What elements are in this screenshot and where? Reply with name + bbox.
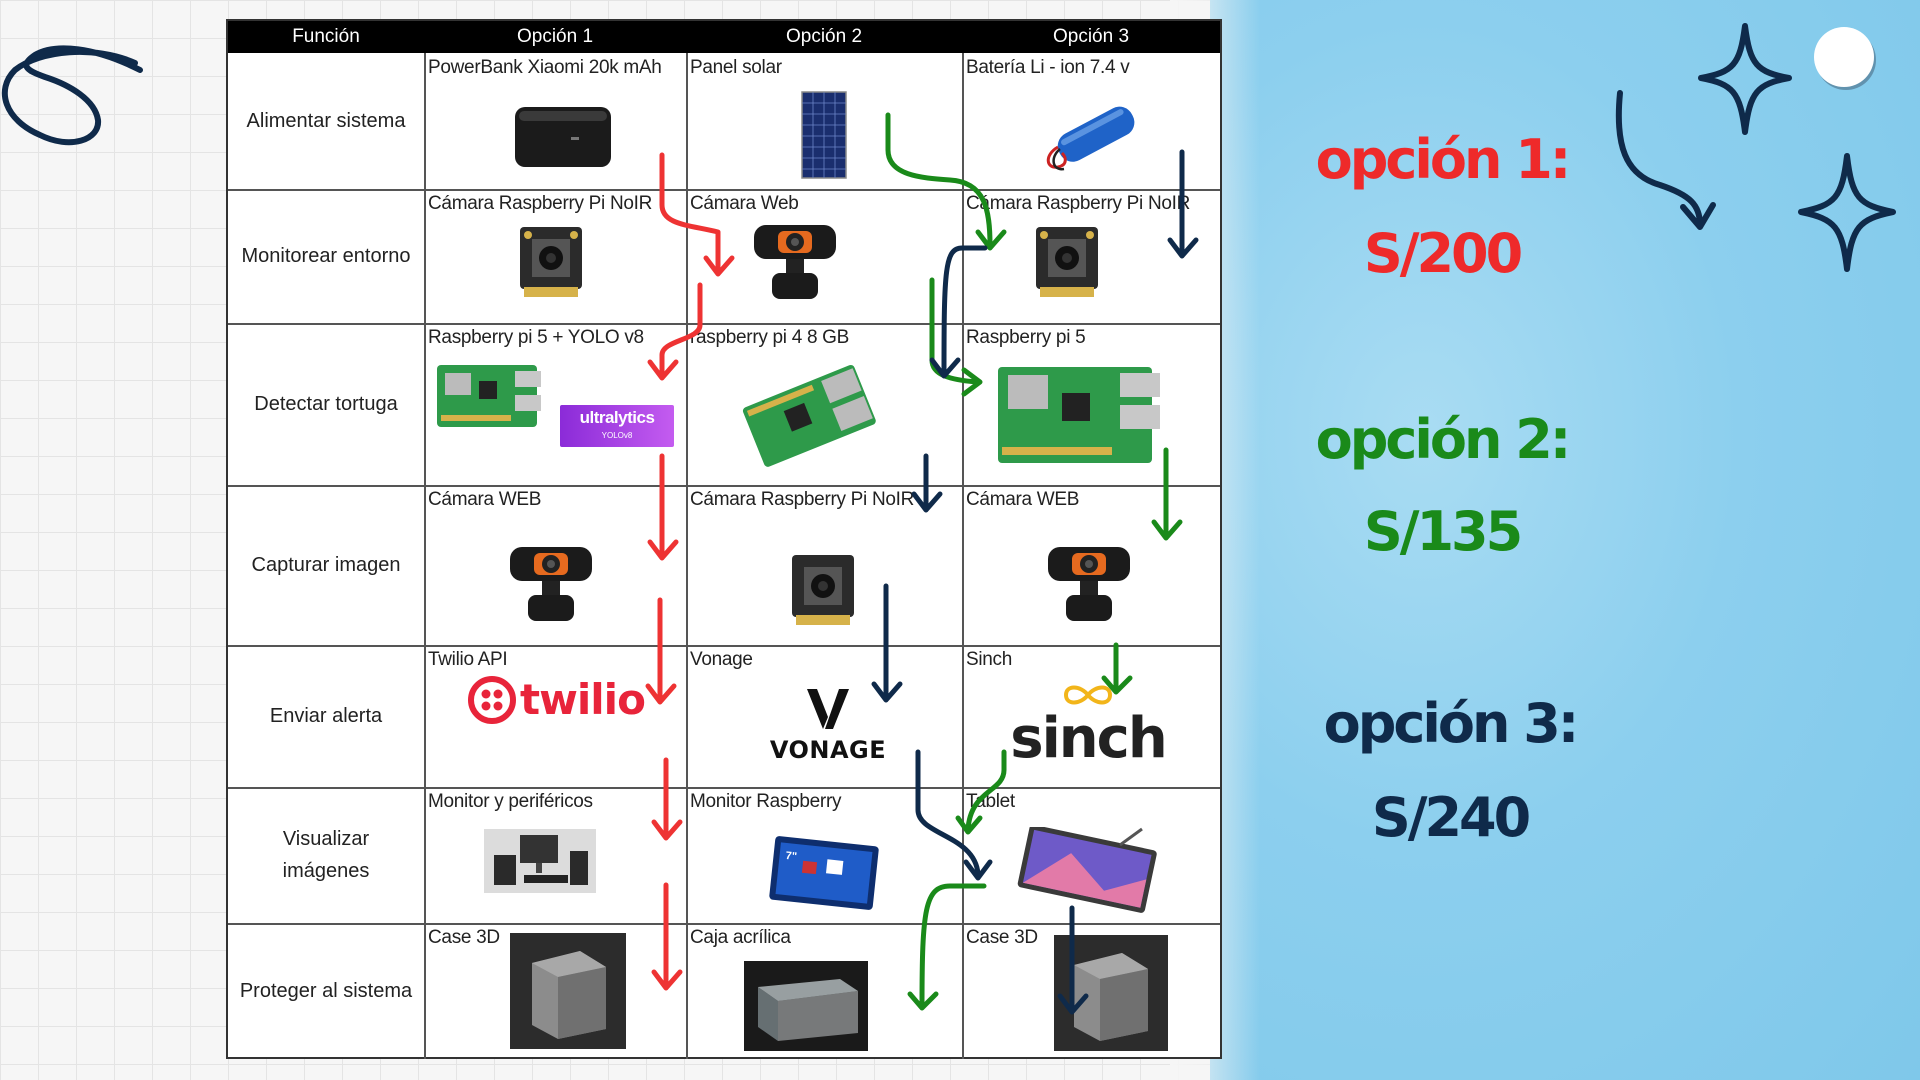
ultralytics-logo-subtext: YOLOv8 xyxy=(601,431,633,440)
cell-label: Case 3D xyxy=(966,927,1038,948)
raspberry-noir-camera-image xyxy=(1036,227,1098,297)
function-label: Visualizar imágenes xyxy=(282,828,370,882)
option-1-label: opción 1: xyxy=(1315,128,1572,191)
cell-label: Cámara Raspberry Pi NoIR xyxy=(428,193,653,214)
cell-label: Raspberry pi 5 + YOLO v8 xyxy=(428,327,644,348)
cell-label: Caja acrílica xyxy=(690,927,791,948)
cell-label: Cámara Raspberry Pi NoIR xyxy=(690,489,915,510)
sparkle-star-icon xyxy=(1798,153,1896,272)
3d-case-image xyxy=(1054,935,1168,1051)
comparison-table: Función Opción 1 Opción 2 Opción 3 Alime… xyxy=(226,19,1222,1059)
table-header: Función Opción 1 Opción 2 Opción 3 xyxy=(228,21,1220,53)
cell-label: Tablet xyxy=(966,791,1015,812)
curved-arrow-icon xyxy=(1615,90,1716,230)
selection-arrows-overlay xyxy=(645,112,1199,1015)
cell-label: Raspberry pi 5 xyxy=(966,327,1086,348)
column-divider xyxy=(424,53,426,1059)
raspberry-pi-5-image xyxy=(437,365,541,427)
svg-text:7": 7" xyxy=(785,850,798,863)
sinch-logo: sinch xyxy=(998,681,1178,771)
vonage-logo-text: VONAGE xyxy=(769,736,887,764)
row-divider xyxy=(228,485,1220,487)
header-opcion-2: Opción 2 xyxy=(785,26,863,47)
cell-label: Cámara Web xyxy=(690,193,799,214)
function-label: Enviar alerta xyxy=(269,705,383,727)
sinch-logo-text: sinch xyxy=(1010,706,1167,771)
acrylic-box-image xyxy=(744,961,868,1051)
header-opcion-3: Opción 3 xyxy=(1052,26,1130,47)
column-divider xyxy=(962,53,964,1059)
row-divider xyxy=(228,323,1220,325)
cell-label: PowerBank Xiaomi 20k mAh xyxy=(428,57,662,78)
raspberry-pi-5-image xyxy=(998,367,1160,463)
row-divider xyxy=(228,787,1220,789)
option-2-price: S/135 xyxy=(1363,500,1523,563)
raspberry-noir-camera-image xyxy=(792,555,854,625)
ultralytics-logo-text: ultralytics xyxy=(579,408,655,427)
option-1-arrows xyxy=(645,152,735,991)
vonage-v-icon xyxy=(807,689,849,729)
li-ion-battery-image xyxy=(1046,106,1135,171)
twilio-logo-text: twilio xyxy=(520,675,646,724)
vonage-logo: VONAGE xyxy=(738,687,918,764)
function-label: Detectar tortuga xyxy=(254,393,398,415)
sparkle-star-icon xyxy=(1698,23,1792,135)
monitor-peripherals-image xyxy=(484,829,596,893)
row-divider xyxy=(228,189,1220,191)
option-3-arrows xyxy=(871,149,1199,1015)
row-divider xyxy=(228,923,1220,925)
cell-label: Cámara Raspberry Pi NoIR xyxy=(966,193,1191,214)
raspberry-monitor-image: 7" xyxy=(769,836,879,910)
twilio-logo: twilio xyxy=(468,675,646,724)
function-label: Monitorear entorno xyxy=(241,245,411,267)
powerbank-image xyxy=(515,107,611,167)
tablet-image xyxy=(1017,827,1157,913)
option-3-price: S/240 xyxy=(1371,786,1531,849)
option-1-price: S/200 xyxy=(1363,222,1523,285)
twilio-mark-icon xyxy=(468,675,516,724)
scribble-loop-icon xyxy=(1,45,143,146)
header-funcion: Función xyxy=(292,26,360,47)
cell-label: Sinch xyxy=(966,649,1013,670)
function-label: Alimentar sistema xyxy=(246,110,406,132)
cell-label: Cámara WEB xyxy=(428,489,542,510)
cell-label: raspberry pi 4 8 GB xyxy=(690,327,850,348)
function-label: Proteger al sistema xyxy=(239,980,413,1002)
cell-label: Monitor y periféricos xyxy=(428,791,593,812)
ultralytics-logo: ultralytics YOLOv8 xyxy=(560,405,674,447)
raspberry-pi-4-image xyxy=(742,364,876,467)
webcam-image xyxy=(754,225,836,299)
cell-label: Batería Li - ion 7.4 v xyxy=(966,57,1130,78)
webcam-image xyxy=(510,547,592,621)
raspberry-noir-camera-image xyxy=(520,227,582,297)
cell-label: Monitor Raspberry xyxy=(690,791,842,812)
cell-label: Panel solar xyxy=(690,57,782,78)
function-label: Capturar imagen xyxy=(251,554,401,576)
solar-panel-image xyxy=(801,91,847,179)
option-2-arrows xyxy=(885,112,1183,1011)
option-3-label: opción 3: xyxy=(1323,692,1580,755)
cell-label: Cámara WEB xyxy=(966,489,1080,510)
header-opcion-1: Opción 1 xyxy=(516,26,594,47)
webcam-image xyxy=(1048,547,1130,621)
3d-case-image xyxy=(510,933,626,1049)
option-2-label: opción 2: xyxy=(1315,408,1572,471)
row-divider xyxy=(228,645,1220,647)
sinch-infinity-icon xyxy=(1063,685,1113,705)
circle-dot-icon xyxy=(1814,27,1876,90)
cell-label: Twilio API xyxy=(428,649,508,670)
cell-label: Vonage xyxy=(690,649,753,670)
column-divider xyxy=(686,53,688,1059)
cell-label: Case 3D xyxy=(428,927,500,948)
